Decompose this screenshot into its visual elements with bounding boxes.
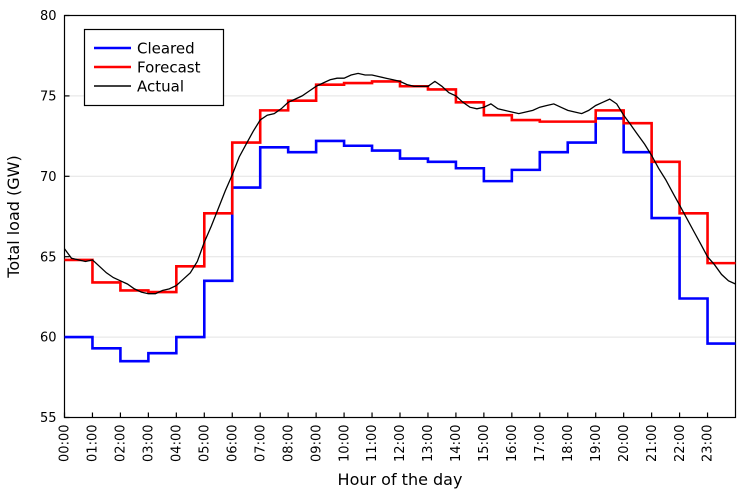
x-tick-label: 23:00 — [701, 425, 716, 462]
x-tick-label: 06:00 — [225, 425, 240, 462]
y-tick-label: 80 — [40, 9, 57, 24]
x-tick-label: 10:00 — [337, 425, 352, 462]
y-tick-label: 70 — [40, 170, 57, 185]
legend-label-forecast: Forecast — [137, 58, 201, 76]
x-tick-label: 15:00 — [477, 425, 492, 462]
x-tick-label: 01:00 — [86, 425, 101, 462]
x-tick-label: 07:00 — [253, 425, 268, 462]
x-tick-label: 04:00 — [169, 425, 184, 462]
actual-series-line — [63, 72, 736, 295]
x-tick-label: 21:00 — [645, 425, 660, 462]
x-tick-label: 12:00 — [393, 425, 408, 462]
forecast-series-line — [64, 80, 736, 294]
x-tick-label: 19:00 — [589, 425, 604, 462]
y-tick-label: 60 — [40, 331, 57, 346]
x-tick-label: 00:00 — [58, 425, 73, 462]
y-tick-label: 75 — [40, 89, 57, 104]
legend-box — [83, 28, 225, 107]
y-axis-label: Total load (GW) — [4, 155, 23, 278]
x-tick-label: 03:00 — [142, 425, 157, 462]
x-tick-label: 11:00 — [365, 425, 380, 462]
x-tick-label: 02:00 — [114, 425, 129, 462]
y-tick-label: 65 — [40, 250, 57, 265]
x-axis-label: Hour of the day — [338, 470, 463, 489]
x-tick-label: 09:00 — [309, 425, 324, 462]
x-tick-label: 20:00 — [617, 425, 632, 462]
x-tick-label: 16:00 — [505, 425, 520, 462]
x-tick-label: 05:00 — [197, 425, 212, 462]
cleared-series-line — [64, 117, 736, 363]
x-tick-label: 14:00 — [449, 425, 464, 462]
x-tick-label: 18:00 — [561, 425, 576, 462]
x-tick-label: 22:00 — [673, 425, 688, 462]
x-tick-label: 17:00 — [533, 425, 548, 462]
y-tick-label: 55 — [40, 411, 57, 426]
legend-label-actual: Actual — [137, 77, 184, 95]
x-tick-label: 08:00 — [281, 425, 296, 462]
x-tick-label: 13:00 — [421, 425, 436, 462]
legend-label-cleared: Cleared — [137, 39, 195, 57]
